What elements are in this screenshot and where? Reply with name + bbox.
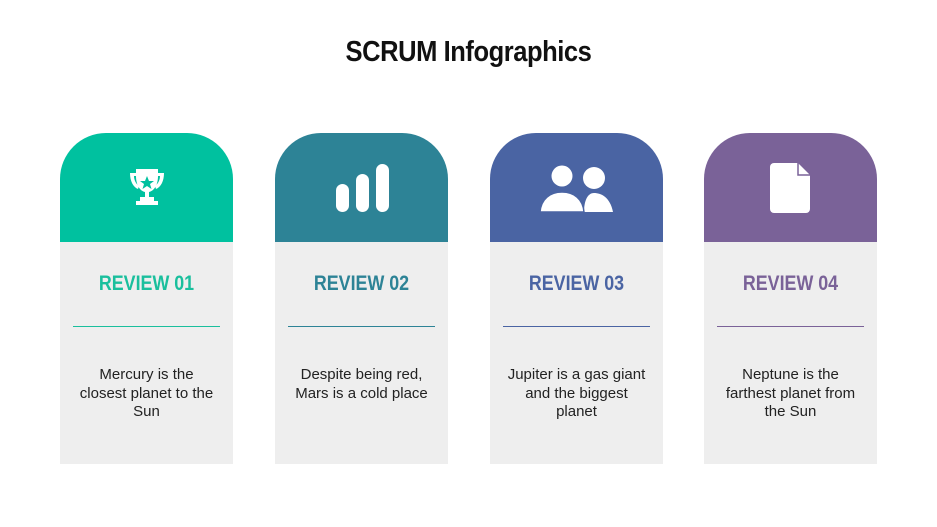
document-icon bbox=[769, 162, 810, 213]
card-text: Jupiter is a gas giant and the biggest p… bbox=[507, 366, 646, 420]
review-card-3: REVIEW 03 Jupiter is a gas giant and the… bbox=[490, 133, 663, 464]
review-card-2: REVIEW 02 Despite being red, Mars is a c… bbox=[275, 133, 448, 464]
card-header bbox=[704, 133, 877, 242]
card-header bbox=[490, 133, 663, 242]
card-label: REVIEW 03 bbox=[528, 272, 625, 295]
review-card-4: REVIEW 04 Neptune is the farthest planet… bbox=[704, 133, 877, 464]
card-body: REVIEW 04 Neptune is the farthest planet… bbox=[704, 242, 877, 464]
divider bbox=[73, 326, 220, 327]
card-header bbox=[275, 133, 448, 242]
card-text: Despite being red, Mars is a cold place bbox=[295, 366, 428, 402]
card-label: REVIEW 04 bbox=[742, 272, 839, 295]
card-body: REVIEW 03 Jupiter is a gas giant and the… bbox=[490, 242, 663, 464]
trophy-icon bbox=[129, 168, 164, 205]
card-body: REVIEW 02 Despite being red, Mars is a c… bbox=[275, 242, 448, 464]
divider bbox=[503, 326, 650, 327]
card-body: REVIEW 01 Mercury is the closest planet … bbox=[60, 242, 233, 464]
card-label: REVIEW 01 bbox=[98, 272, 195, 295]
card-text: Mercury is the closest planet to the Sun bbox=[79, 366, 214, 420]
review-card-1: REVIEW 01 Mercury is the closest planet … bbox=[60, 133, 233, 464]
users-icon bbox=[538, 163, 613, 213]
card-text: Neptune is the farthest planet from the … bbox=[725, 366, 856, 420]
card-header bbox=[60, 133, 233, 242]
card-label: REVIEW 02 bbox=[313, 272, 410, 295]
divider bbox=[288, 326, 435, 327]
bar-chart-icon bbox=[335, 163, 389, 212]
divider bbox=[717, 326, 864, 327]
page-title: SCRUM Infographics bbox=[345, 36, 592, 68]
